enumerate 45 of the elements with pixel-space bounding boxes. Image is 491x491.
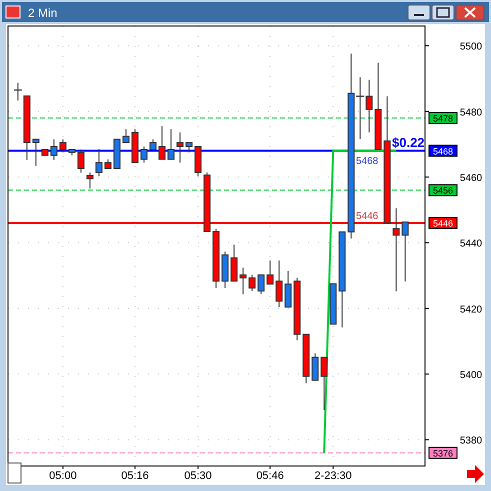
candlestick <box>240 267 247 295</box>
candlestick <box>158 126 166 160</box>
y-tick-label: 5480 <box>460 107 483 118</box>
candlestick <box>276 260 283 308</box>
ref-line-label: 5376 <box>432 448 454 458</box>
y-tick-label: 5440 <box>460 238 483 250</box>
candlestick <box>258 274 265 294</box>
candlestick <box>59 138 66 153</box>
candlestick <box>168 128 175 160</box>
ref-line-label: 5478 <box>432 113 454 124</box>
candlestick <box>77 148 84 174</box>
candlestick <box>248 274 256 292</box>
candlestick <box>140 146 148 164</box>
candlestick <box>104 158 112 170</box>
x-tick-label: 05:30 <box>184 470 212 482</box>
x-tick-label: 05:46 <box>256 470 284 482</box>
candlestick <box>122 128 130 144</box>
candlestick <box>32 138 40 166</box>
y-tick-label: 5380 <box>460 436 483 447</box>
candlestick <box>312 352 319 381</box>
candlestick <box>284 270 292 308</box>
candlestick <box>320 356 328 411</box>
candlestick <box>86 172 94 190</box>
candlestick <box>95 148 102 177</box>
y-tick-label: 5460 <box>460 173 483 184</box>
y-tick-label: 5420 <box>460 304 483 316</box>
candlestick <box>176 132 184 164</box>
candlestick <box>266 260 274 285</box>
x-tick-label: 05:16 <box>121 470 149 482</box>
ref-line-label: 5468 <box>432 146 454 156</box>
ref-line-label: 5446 <box>432 218 454 229</box>
x-tick-label: 2-23:30 <box>314 470 352 482</box>
annotation: 5468 <box>356 156 379 167</box>
y-tick-label: 5400 <box>460 370 483 382</box>
candlestick <box>50 138 58 160</box>
x-tick-label: 05:00 <box>49 470 77 482</box>
candlestick <box>402 222 409 282</box>
ref-line-label: 5456 <box>432 186 454 196</box>
annotation: $0.22 <box>392 134 425 150</box>
candlestick <box>230 244 238 282</box>
candlestick <box>186 142 193 153</box>
annotation: 5446 <box>356 211 379 222</box>
candlestick <box>150 138 157 150</box>
chart-title: 2 Min <box>28 6 58 20</box>
y-tick-label: 5500 <box>460 42 483 53</box>
